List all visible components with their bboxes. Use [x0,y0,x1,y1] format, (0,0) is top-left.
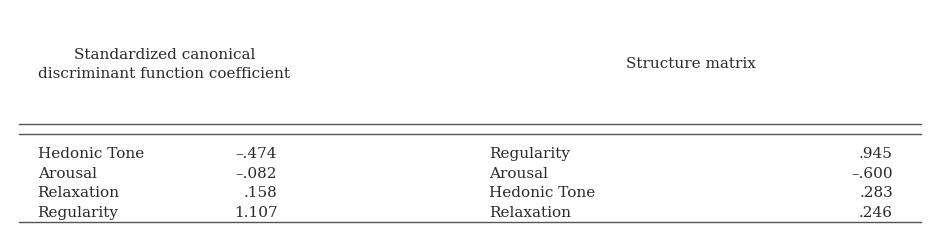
Text: Arousal: Arousal [38,166,97,180]
Text: Relaxation: Relaxation [489,205,571,219]
Text: Arousal: Arousal [489,166,548,180]
Text: 1.107: 1.107 [234,205,277,219]
Text: Regularity: Regularity [38,205,118,219]
Text: .283: .283 [859,185,893,199]
Text: Hedonic Tone: Hedonic Tone [489,185,595,199]
Text: .945: .945 [859,147,893,160]
Text: Standardized canonical
discriminant function coefficient: Standardized canonical discriminant func… [39,48,290,80]
Text: Relaxation: Relaxation [38,185,119,199]
Text: .158: .158 [243,185,277,199]
Text: –.600: –.600 [852,166,893,180]
Text: Structure matrix: Structure matrix [626,57,756,71]
Text: Regularity: Regularity [489,147,570,160]
Text: Hedonic Tone: Hedonic Tone [38,147,144,160]
Text: .246: .246 [859,205,893,219]
Text: –.082: –.082 [236,166,277,180]
Text: –.474: –.474 [236,147,277,160]
